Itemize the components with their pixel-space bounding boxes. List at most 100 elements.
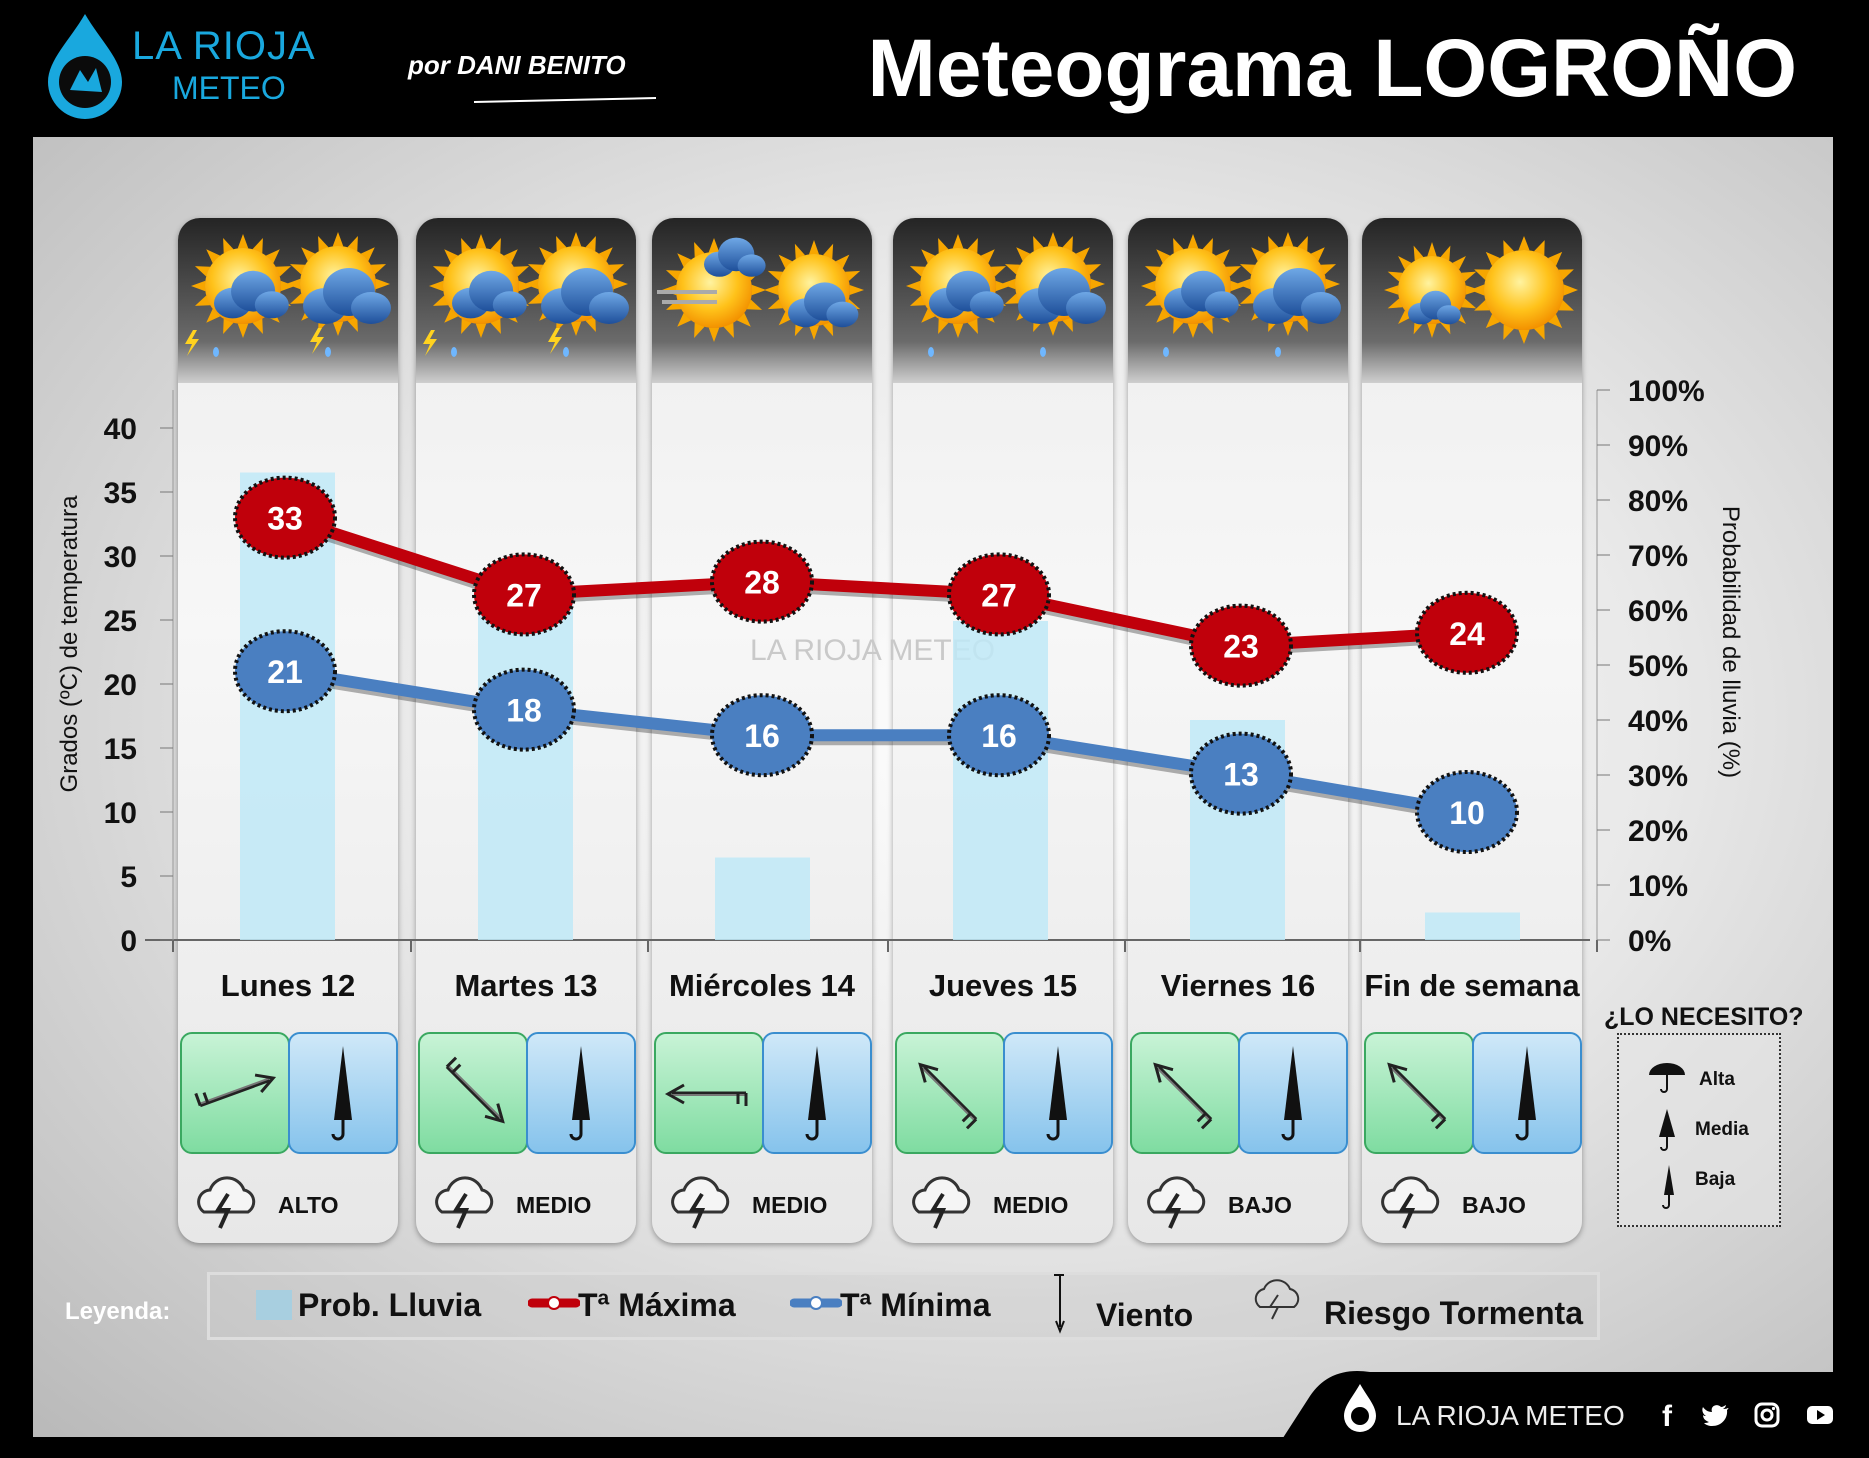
min-temp-data-label: 18 <box>506 693 542 729</box>
umbrella-half-icon <box>1659 1109 1675 1151</box>
legend: Prob. Lluvia Tª Máxima Tª Mínima Viento … <box>207 1272 1600 1340</box>
footer-band <box>1270 1371 1869 1458</box>
y2-tick-label: 30% <box>1628 760 1688 793</box>
cloud-icon <box>541 268 629 324</box>
min-temp-point <box>1415 770 1519 854</box>
y2-tick-label: 50% <box>1628 650 1688 683</box>
y-tick-label: 10 <box>104 797 137 830</box>
umbrella-box <box>288 1032 398 1154</box>
umbrella-closed-icon <box>1662 1165 1674 1209</box>
min-temp-point <box>472 667 576 752</box>
max-temp-data-label: 27 <box>981 577 1017 613</box>
logo-drop-icon <box>48 14 122 119</box>
y2-tick-label: 10% <box>1628 870 1688 903</box>
twitter-icon[interactable] <box>1702 1404 1730 1428</box>
rain-drop-icon <box>325 347 331 357</box>
umbrella-closed-icon <box>1515 1046 1536 1141</box>
y2-tick-label: 20% <box>1628 815 1688 848</box>
rain-drop-icon <box>1040 347 1046 357</box>
cloud-icon <box>452 270 527 319</box>
y-axis-title: Grados (ºC) de temperatura <box>56 495 83 793</box>
min-temp-data-label: 10 <box>1449 795 1485 831</box>
y2-tick-label: 40% <box>1628 705 1688 738</box>
legend-rain-swatch <box>256 1290 292 1320</box>
max-temp-point <box>472 552 576 637</box>
legend-min-swatch <box>790 1296 842 1310</box>
legend-label: Leyenda: <box>65 1298 171 1325</box>
y2-tick-label: 100% <box>1628 375 1705 408</box>
cloud-icon <box>1018 268 1106 324</box>
umbrella-key-media: Media <box>1695 1119 1749 1140</box>
min-temp-data-label: 13 <box>1223 757 1259 793</box>
y-tick-label: 0 <box>120 925 137 958</box>
header: LA RIOJA METEO por DANI BENITO Meteogram… <box>0 0 1869 135</box>
wind-arrow-icon <box>1054 1274 1065 1334</box>
umbrella-key-baja: Baja <box>1695 1169 1736 1190</box>
umbrella-key-title: ¿LO NECESITO? <box>1604 1003 1804 1031</box>
max-temp-data-label: 27 <box>506 577 542 613</box>
rain-drop-icon <box>1163 347 1169 357</box>
storm-risk-level: MEDIO <box>993 1192 1069 1218</box>
wind-arrow-icon <box>1153 1062 1213 1130</box>
facebook-icon[interactable]: f <box>1662 1400 1672 1433</box>
storm-risk-level: MEDIO <box>516 1192 592 1218</box>
rain-bar <box>478 599 573 940</box>
wind-arrow-icon <box>918 1062 978 1130</box>
rain-bar <box>953 621 1048 940</box>
max-temp-data-label: 23 <box>1223 629 1259 665</box>
max-temp-point <box>710 539 814 624</box>
max-temp-point <box>1415 590 1519 675</box>
footer-brand: LA RIOJA METEO <box>1396 1400 1625 1431</box>
youtube-icon[interactable] <box>1805 1404 1835 1428</box>
storm-cloud-icon <box>430 1172 500 1237</box>
wind-arrow-icon <box>445 1056 505 1124</box>
y2-tick-label: 0% <box>1628 925 1671 958</box>
cloud-icon <box>1408 290 1461 325</box>
cloud-icon <box>788 282 859 328</box>
max-temp-point <box>233 475 337 560</box>
legend-storm-label: Riesgo Tormenta <box>1324 1295 1583 1331</box>
footer-logo-icon <box>1344 1384 1376 1432</box>
max-temp-data-label: 33 <box>267 501 303 537</box>
rain-drop-icon <box>451 347 457 357</box>
wind-box <box>418 1032 528 1154</box>
y2-tick-label: 90% <box>1628 430 1688 463</box>
wind-box <box>1364 1032 1474 1154</box>
storm-cloud-icon <box>1376 1172 1446 1237</box>
min-temp-point <box>1189 731 1293 816</box>
umbrella-box <box>526 1032 636 1154</box>
wind-box <box>654 1032 764 1154</box>
legend-rain-label: Prob. Lluvia <box>298 1287 482 1323</box>
cloud-icon <box>1253 268 1341 324</box>
umbrella-open-icon <box>1649 1063 1685 1093</box>
umbrella-key: Alta Media Baja <box>1617 1033 1781 1227</box>
storm-cloud-icon <box>666 1172 736 1237</box>
y-tick-label: 30 <box>104 541 137 574</box>
cloud-icon <box>704 237 766 277</box>
rain-bar <box>1425 912 1520 940</box>
lightning-icon <box>423 330 437 356</box>
min-temp-point <box>947 693 1051 778</box>
y-tick-label: 35 <box>104 477 137 510</box>
y-tick-label: 25 <box>104 605 137 638</box>
signature-underline <box>473 97 657 103</box>
lightning-icon <box>185 330 199 356</box>
wind-box <box>180 1032 290 1154</box>
wind-icon <box>657 290 717 304</box>
instagram-icon[interactable] <box>1754 1402 1780 1428</box>
y-tick-label: 5 <box>120 861 137 894</box>
author: por DANI BENITO <box>408 50 626 80</box>
wind-arrow-icon <box>664 1083 748 1106</box>
cloud-icon <box>929 270 1004 319</box>
min-temp-data-label: 16 <box>744 718 780 754</box>
page-title: Meteograma LOGROÑO <box>867 23 1797 114</box>
lightning-icon <box>548 328 562 354</box>
min-temp-point <box>233 629 337 714</box>
wind-arrow-icon <box>1387 1062 1447 1130</box>
umbrella-key-alta: Alta <box>1699 1069 1735 1090</box>
y2-tick-label: 80% <box>1628 485 1688 518</box>
cloud-icon <box>1164 270 1239 319</box>
min-temp-point <box>710 693 814 778</box>
legend-max-label: Tª Máxima <box>578 1287 736 1323</box>
legend-max-swatch <box>528 1296 580 1310</box>
